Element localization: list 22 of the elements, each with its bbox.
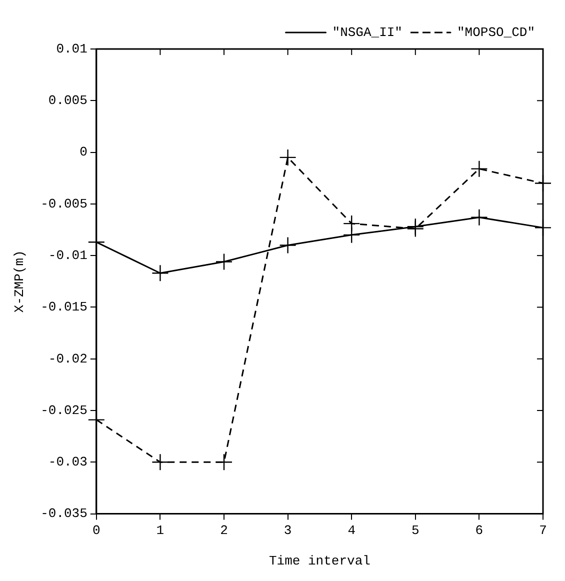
y-tick-label: 0.01 [56, 41, 88, 56]
y-tick-label: -0.02 [48, 351, 88, 366]
x-tick-label: 0 [92, 523, 100, 538]
x-tick-label: 1 [156, 523, 164, 538]
x-tick-label: 7 [539, 523, 547, 538]
y-tick-label: 0 [80, 144, 88, 160]
y-axis-title: X-ZMP(m) [12, 250, 28, 313]
x-axis-title: Time interval [268, 554, 371, 569]
y-tick-label: -0.025 [40, 402, 88, 418]
legend-label: "MOPSO_CD" [456, 24, 536, 40]
y-tick-label: -0.01 [48, 248, 88, 264]
x-tick-label: 3 [284, 523, 292, 538]
y-tick-label: -0.035 [40, 506, 88, 522]
x-tick-label: 4 [348, 523, 356, 538]
y-tick-label: -0.005 [40, 196, 88, 212]
y-tick-label: -0.03 [48, 454, 88, 470]
y-tick-label: -0.015 [40, 300, 88, 315]
y-tick-label: 0.005 [48, 93, 88, 108]
x-tick-label: 5 [411, 523, 420, 538]
x-tick-label: 6 [475, 523, 484, 538]
x-tick-label: 2 [220, 523, 228, 538]
legend-label: "NSGA_II" [332, 24, 402, 40]
